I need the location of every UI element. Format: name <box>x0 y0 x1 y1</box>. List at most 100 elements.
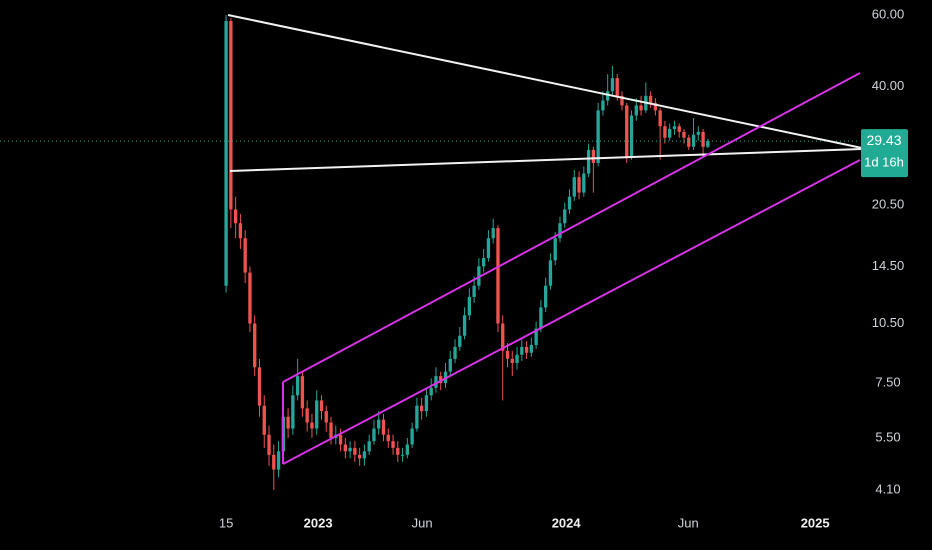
candle-body <box>439 376 443 384</box>
candle-body <box>634 105 638 116</box>
candle-body <box>553 238 557 261</box>
candle-body <box>486 238 491 259</box>
candle-body <box>400 454 405 456</box>
candle-body <box>429 387 433 396</box>
candle-body <box>310 422 314 429</box>
candle-body <box>510 358 514 364</box>
candle-body <box>295 376 300 396</box>
y-tick-label: 40.00 <box>872 78 905 93</box>
candle-body <box>229 20 233 210</box>
x-tick-label: Jun <box>412 515 433 530</box>
y-tick-label: 7.50 <box>875 374 900 389</box>
x-tick-label: 2024 <box>552 515 582 530</box>
candle-body <box>257 367 262 406</box>
price-badge <box>861 129 908 178</box>
channel-line <box>282 159 861 465</box>
candle-body <box>248 272 252 324</box>
candle-body <box>582 173 586 193</box>
x-tick-label: Jun <box>678 515 699 530</box>
price-label: 29.43 <box>866 132 901 148</box>
candle-body <box>563 209 567 224</box>
candle-body <box>496 228 500 324</box>
candle-body <box>625 105 629 157</box>
candle-body <box>515 354 519 364</box>
trend-line <box>227 14 863 149</box>
y-tick-label: 10.50 <box>872 315 905 330</box>
candle-body <box>253 323 257 368</box>
y-tick-label: 14.50 <box>872 258 905 273</box>
candle-body <box>677 126 681 132</box>
candle-body <box>405 444 410 455</box>
candle-body <box>524 346 529 353</box>
candle-body <box>357 454 362 459</box>
candle-body <box>491 228 495 239</box>
candle-body <box>291 395 295 429</box>
candle-body <box>586 149 591 174</box>
trend-line <box>229 148 863 172</box>
candle-body <box>648 95 653 103</box>
candle-body <box>372 428 376 442</box>
candle-body <box>472 285 476 297</box>
candle-body <box>467 296 472 316</box>
candle-body <box>434 376 438 388</box>
candle-body <box>305 408 309 423</box>
candle-body <box>591 149 596 164</box>
candle-body <box>396 447 400 455</box>
candle-body <box>629 115 634 157</box>
candle-body <box>520 346 524 355</box>
y-tick-label: 5.50 <box>875 429 900 444</box>
candle-body <box>534 328 538 345</box>
candle-body <box>610 78 615 92</box>
candle-body <box>329 422 333 438</box>
candle-body <box>238 223 243 239</box>
candle-body <box>691 134 696 147</box>
candle-body <box>505 350 510 359</box>
candle-body <box>567 196 572 210</box>
x-tick-label: 2023 <box>304 515 333 530</box>
candle-body <box>696 131 700 135</box>
y-tick-label: 60.00 <box>872 6 905 21</box>
x-tick-label: 15 <box>219 515 233 530</box>
candle-body <box>615 78 619 96</box>
candle-body <box>343 444 348 452</box>
candles <box>0 14 860 490</box>
candle-body <box>572 177 576 197</box>
y-tick-label: 4.10 <box>875 481 900 496</box>
candle-body <box>391 441 395 448</box>
candle-body <box>548 260 553 286</box>
candle-body <box>458 335 462 347</box>
channel-line <box>282 72 861 383</box>
candle-body <box>272 454 276 470</box>
candle-body <box>668 129 672 138</box>
candle-body <box>706 141 710 147</box>
candle-body <box>663 126 667 138</box>
candle-body <box>262 405 266 435</box>
candle-body <box>362 451 367 459</box>
candle-body <box>286 416 290 429</box>
countdown-label: 1d 16h <box>864 155 904 170</box>
candle-body <box>224 20 228 286</box>
candle-body <box>233 209 238 224</box>
candle-body <box>267 434 271 455</box>
candle-body <box>639 105 643 111</box>
candle-body <box>529 344 534 353</box>
x-tick-label: 2025 <box>801 515 830 530</box>
candle-body <box>481 258 486 267</box>
candle-body <box>501 323 505 351</box>
candle-body <box>353 447 357 455</box>
candle-body <box>319 400 324 412</box>
candle-body <box>276 451 281 470</box>
candle-body <box>415 405 419 429</box>
candle-body <box>377 419 381 429</box>
candle-body <box>687 137 691 147</box>
candle-body <box>620 95 624 106</box>
candle-body <box>606 91 610 101</box>
candle-body <box>558 223 562 239</box>
candle-body <box>348 447 352 452</box>
axes: 60.00 40.00 20.50 14.50 10.50 7.50 5.50 4.10 15 2… <box>219 6 908 530</box>
candle-body <box>462 315 467 336</box>
candle-body <box>300 376 305 409</box>
